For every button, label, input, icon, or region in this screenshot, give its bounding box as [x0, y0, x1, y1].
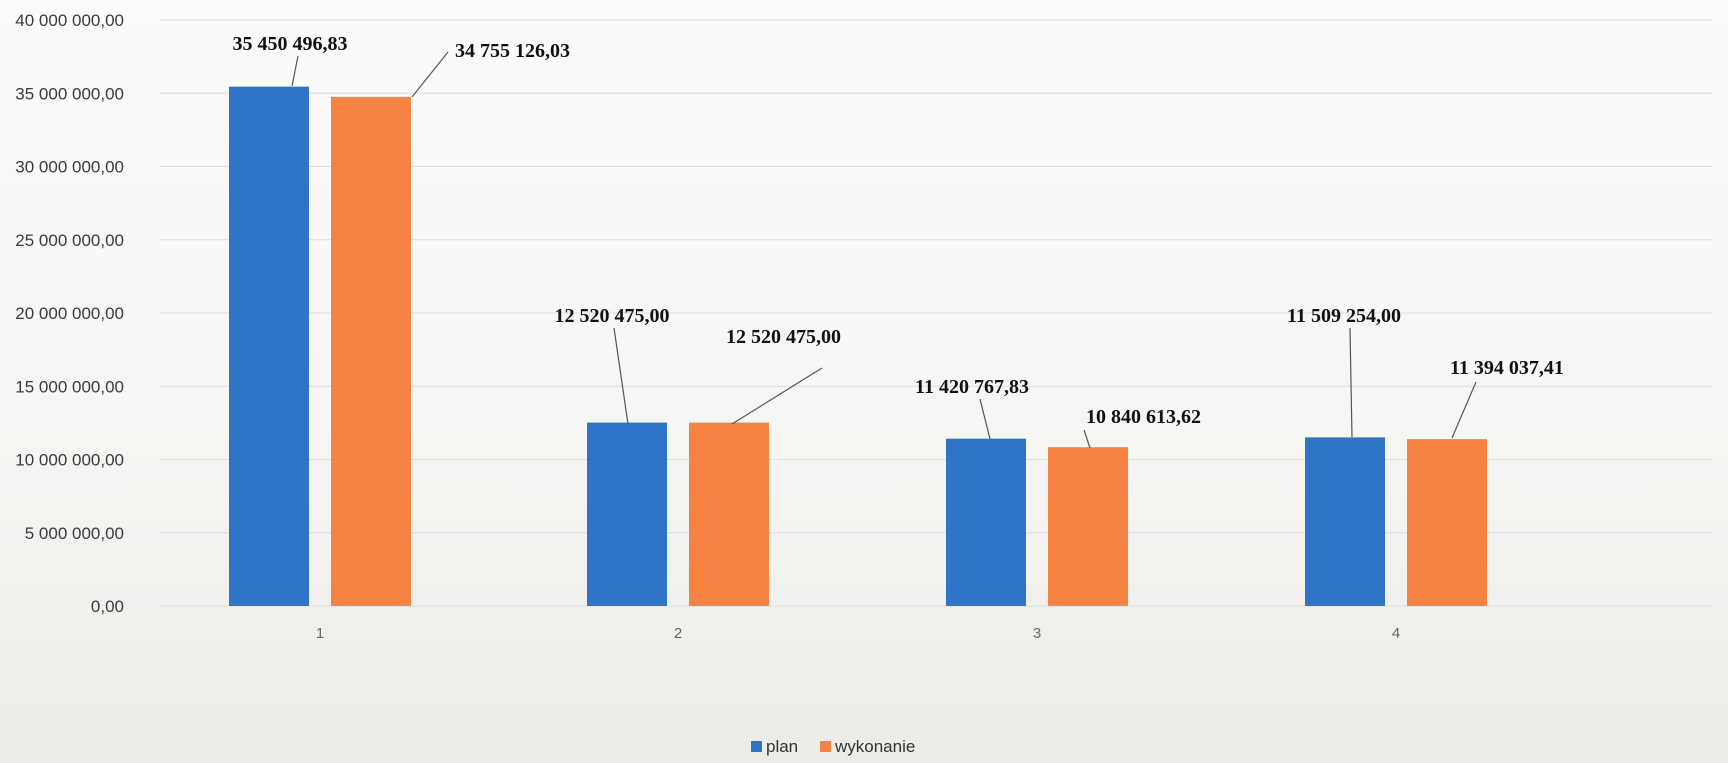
leader-line: [613, 327, 629, 425]
legend-swatch: [751, 741, 762, 752]
bar-plan-3: [946, 438, 1026, 606]
leader-line: [731, 367, 823, 425]
data-label-wykonanie-3: 10 840 613,62: [1086, 406, 1201, 428]
x-tick-label: 3: [1033, 625, 1041, 642]
data-label-plan-3: 11 420 767,83: [915, 376, 1029, 398]
gridlines: [160, 19, 1712, 607]
bars: [229, 86, 1487, 607]
legend: plan wykonanie: [751, 737, 915, 756]
legend-item-plan: plan: [751, 737, 798, 756]
x-tick-label: 4: [1392, 625, 1400, 642]
legend-label: wykonanie: [834, 737, 915, 756]
data-label-plan-1: 35 450 496,83: [233, 33, 348, 55]
leader-line: [1451, 381, 1477, 439]
y-tick-label: 0,00: [91, 597, 124, 616]
data-label-wykonanie-4: 11 394 037,41: [1450, 357, 1564, 379]
bar-wykonanie-2: [689, 422, 769, 606]
data-label-plan-4: 11 509 254,00: [1287, 305, 1401, 327]
data-label-wykonanie-2: 12 520 475,00: [726, 326, 841, 348]
y-tick-label: 30 000 000,00: [15, 158, 124, 177]
leader-line: [1083, 429, 1091, 449]
y-tick-label: 10 000 000,00: [15, 451, 124, 470]
y-tick-label: 25 000 000,00: [15, 231, 124, 250]
leader-line: [1349, 327, 1353, 438]
x-axis: 1 2 3 4: [316, 625, 1400, 642]
bar-wykonanie-1: [331, 96, 411, 606]
y-tick-label: 20 000 000,00: [15, 304, 124, 323]
legend-label: plan: [766, 737, 798, 756]
bar-plan-2: [587, 422, 667, 606]
bar-wykonanie-3: [1048, 447, 1128, 606]
leader-lines: [291, 51, 1477, 449]
y-tick-label: 5 000 000,00: [25, 524, 124, 543]
data-labels: 35 450 496,83 12 520 475,00 11 420 767,83 1…: [233, 33, 1564, 428]
y-tick-label: 40 000 000,00: [15, 11, 124, 30]
legend-item-wykonanie: wykonanie: [820, 737, 915, 756]
bar-plan-1: [229, 86, 309, 607]
y-axis: 0,00 5 000 000,00 10 000 000,00 15 000 000,…: [15, 11, 124, 616]
x-tick-label: 2: [674, 625, 682, 642]
legend-swatch: [820, 741, 831, 752]
bar-wykonanie-4: [1407, 439, 1487, 606]
y-tick-label: 15 000 000,00: [15, 377, 124, 396]
leader-line: [979, 398, 991, 440]
bar-plan-4: [1305, 437, 1385, 606]
data-label-plan-2: 12 520 475,00: [555, 305, 670, 327]
data-label-wykonanie-1: 34 755 126,03: [455, 40, 570, 62]
leader-line: [291, 55, 299, 87]
x-tick-label: 1: [316, 625, 324, 642]
y-tick-label: 35 000 000,00: [15, 84, 124, 103]
leader-line: [411, 51, 449, 98]
